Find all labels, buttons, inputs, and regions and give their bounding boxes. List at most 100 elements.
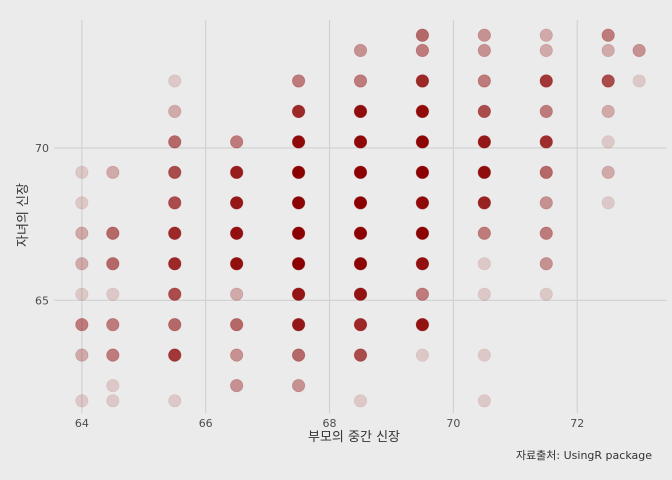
data-point [75,348,89,362]
data-point [230,165,244,179]
data-point [230,378,244,393]
data-point [415,135,430,149]
data-point [75,394,89,408]
data-point [353,74,368,88]
y-tick-label: 65 [35,294,49,307]
data-point [632,74,646,88]
chart-caption: 자료출처: UsingR package [516,449,652,462]
data-point [291,165,306,179]
data-point [539,43,553,58]
data-point [415,257,430,271]
data-point [230,226,244,240]
data-point [477,394,491,408]
data-point [477,348,491,362]
data-point [168,257,182,271]
data-point [601,43,615,58]
data-point [415,196,430,210]
data-point [632,43,646,58]
data-point [353,43,368,58]
data-point [477,287,491,301]
data-point [353,165,368,179]
data-point [353,104,368,119]
data-point [75,257,89,271]
data-point [601,104,615,119]
data-point [75,226,89,240]
data-point [353,135,368,149]
y-tick-label: 70 [35,142,49,155]
data-point [230,196,244,210]
data-point [353,196,368,210]
data-point [168,135,182,149]
data-point [75,318,89,332]
data-point [168,226,182,240]
data-point [353,348,368,362]
data-point [353,257,368,271]
x-tick-label: 64 [75,417,89,430]
data-point [291,196,306,210]
data-point [477,196,491,210]
data-point [106,165,120,179]
data-point [539,287,553,301]
data-point [106,226,120,240]
x-axis-title: 부모의 중간 신장 [308,430,400,445]
data-point [477,43,491,58]
data-point [477,257,491,271]
data-point [353,318,368,332]
data-point [168,394,182,408]
data-point [539,74,553,88]
data-point [168,196,182,210]
data-point [415,318,430,332]
data-point [601,165,615,179]
data-point [75,287,89,301]
data-point [353,287,368,301]
data-point [539,165,553,179]
data-point [106,378,120,393]
data-point [291,104,306,119]
data-point [75,165,89,179]
data-point [353,226,368,240]
data-point [539,28,553,42]
data-point [291,135,306,149]
data-point [291,378,306,393]
x-tick-label: 66 [199,417,213,430]
data-point [415,348,430,362]
data-point [539,226,553,240]
data-point [106,318,120,332]
data-point [168,74,182,88]
data-point [106,257,120,271]
data-point [415,165,430,179]
data-point [230,348,244,362]
data-point [106,287,120,301]
x-tick-label: 68 [323,417,337,430]
data-point [291,318,306,332]
data-point [75,196,89,210]
plot-panel [54,20,667,413]
data-point [168,287,182,301]
data-point [106,348,120,362]
data-point [601,28,615,42]
data-point [539,257,553,271]
x-axis-ticks: 64 66 68 70 72 [75,417,584,430]
data-point [477,28,491,42]
data-point [477,135,491,149]
data-point [168,348,182,362]
data-point [415,287,430,301]
data-point [477,74,491,88]
data-point [291,226,306,240]
data-point [539,196,553,210]
x-tick-label: 72 [570,417,584,430]
data-point [230,257,244,271]
data-point [415,43,430,58]
data-point [415,226,430,240]
data-point [106,394,120,408]
x-tick-label: 70 [446,417,460,430]
data-point [168,318,182,332]
data-point [230,135,244,149]
data-point [477,104,491,119]
data-point [168,104,182,119]
data-point [415,104,430,119]
y-axis-title: 자녀의 신장 [16,183,31,247]
data-point [291,74,306,88]
